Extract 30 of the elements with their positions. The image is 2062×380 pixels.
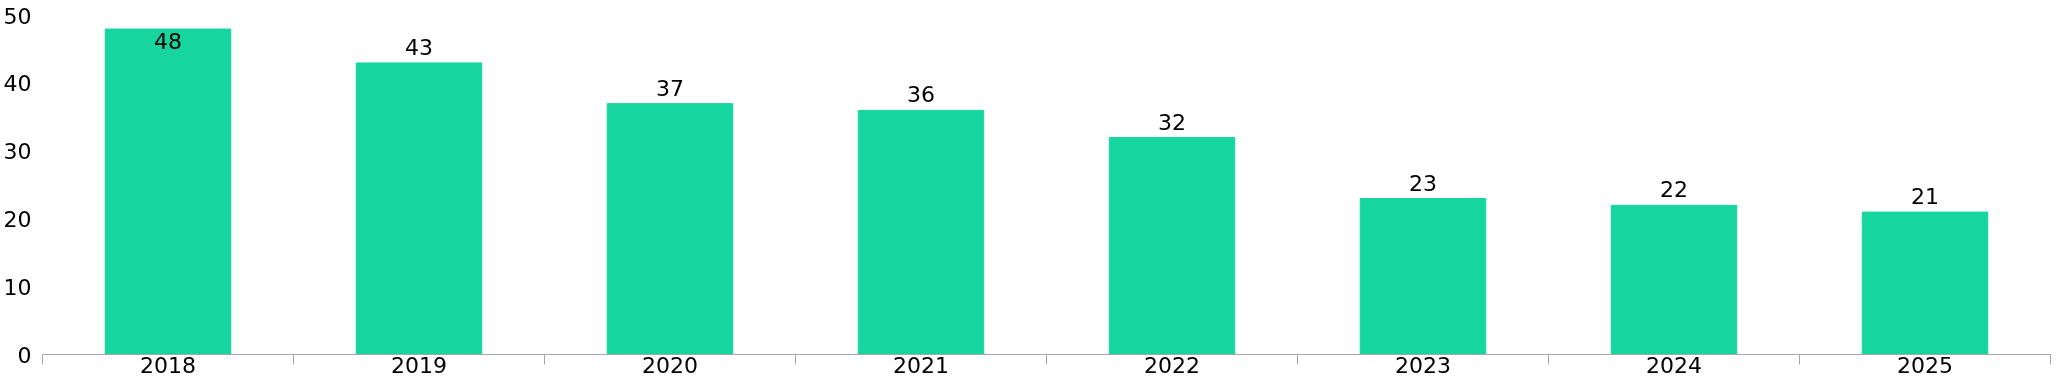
- data-label: 43: [405, 34, 433, 60]
- bar: [1108, 137, 1236, 355]
- bar: [606, 103, 734, 355]
- data-label: 37: [656, 75, 684, 101]
- bar: [1861, 211, 1989, 355]
- x-tick-label: 2019: [391, 352, 448, 378]
- y-tick-label: 0: [17, 342, 32, 368]
- y-tick-label: 30: [3, 139, 32, 165]
- data-label: 32: [1158, 109, 1186, 135]
- data-label: 23: [1409, 170, 1437, 196]
- y-tick-label: 50: [3, 3, 32, 29]
- x-tick-label: 2024: [1646, 352, 1703, 378]
- data-label: 22: [1660, 177, 1688, 203]
- x-tick-label: 2022: [1144, 352, 1201, 378]
- data-label: 21: [1911, 184, 1939, 210]
- bar: [1359, 198, 1487, 355]
- data-label: 48: [154, 29, 182, 55]
- bar: [355, 62, 483, 355]
- data-label: 36: [907, 82, 935, 108]
- x-tick-label: 2020: [642, 352, 699, 378]
- x-tick-label: 2021: [893, 352, 950, 378]
- bar: [857, 109, 985, 355]
- x-tick-label: 2018: [140, 352, 197, 378]
- y-tick-label: 20: [3, 206, 32, 232]
- x-tick-label: 2025: [1897, 352, 1954, 378]
- x-tick-label: 2023: [1395, 352, 1452, 378]
- bar: [1610, 204, 1738, 355]
- bar: [104, 28, 232, 355]
- y-tick-label: 40: [3, 71, 32, 97]
- y-tick-label: 10: [3, 274, 32, 300]
